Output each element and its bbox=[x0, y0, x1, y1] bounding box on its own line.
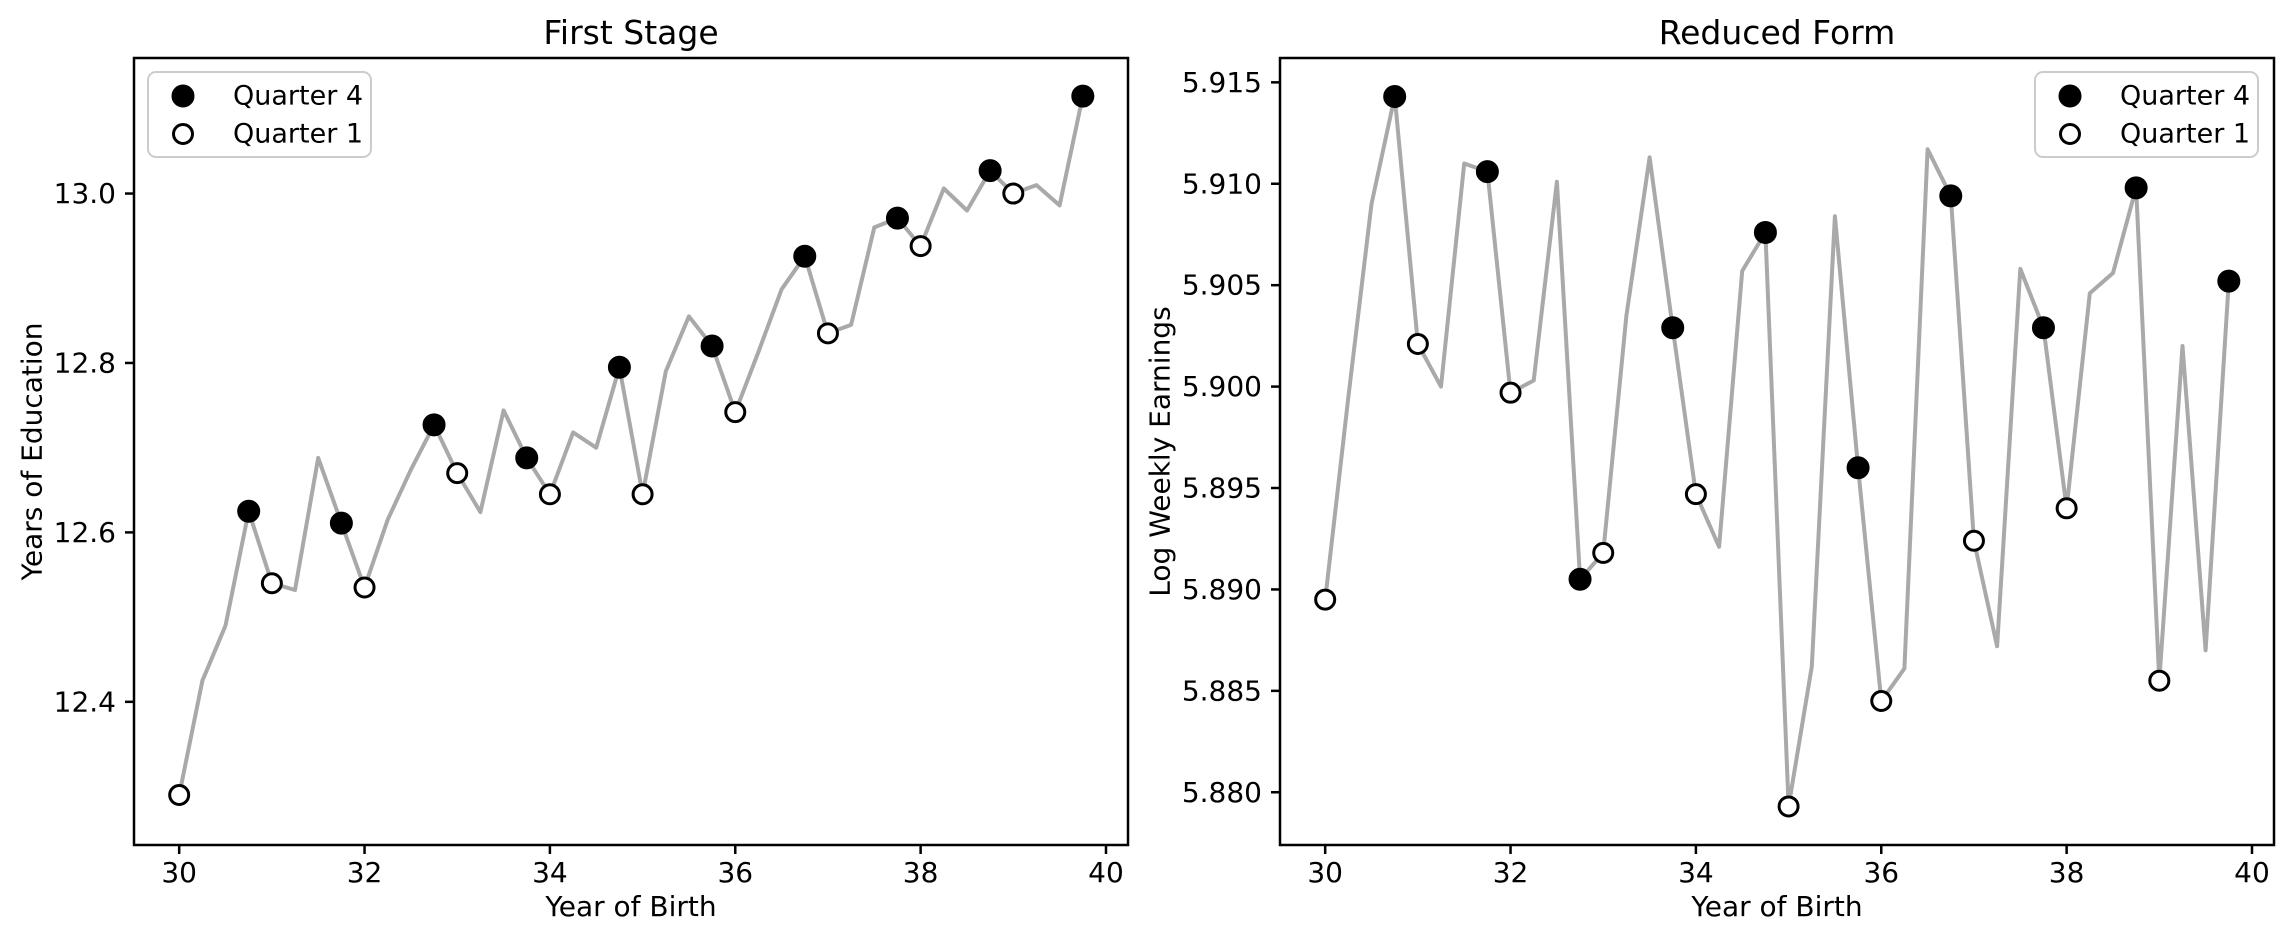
q4-marker bbox=[1939, 184, 1963, 208]
q4-marker bbox=[329, 511, 353, 535]
q4-marker bbox=[1753, 220, 1777, 244]
q4-marker bbox=[1661, 316, 1685, 340]
legend-label: Quarter 1 bbox=[233, 119, 363, 150]
q1-marker bbox=[260, 572, 283, 595]
q1-marker bbox=[1592, 541, 1615, 564]
y-axis-label: Years of Education bbox=[16, 322, 49, 581]
y-tick-label: 12.6 bbox=[54, 516, 116, 549]
quarterly-series-line bbox=[1323, 94, 2231, 809]
q1-marker bbox=[446, 462, 469, 485]
q1-marker bbox=[1684, 483, 1707, 506]
q1-marker bbox=[2148, 669, 2171, 692]
q4-marker bbox=[978, 159, 1002, 183]
legend-label: Quarter 4 bbox=[2120, 81, 2250, 112]
legend-q1-marker-icon bbox=[2059, 123, 2081, 145]
q4-marker bbox=[422, 413, 446, 437]
q4-marker bbox=[2124, 176, 2148, 200]
legend-q1-marker-icon bbox=[172, 123, 194, 145]
y-tick-label: 5.880 bbox=[1182, 776, 1262, 809]
x-tick-label: 38 bbox=[2049, 856, 2085, 889]
q1-marker bbox=[1870, 689, 1893, 712]
y-tick-label: 5.890 bbox=[1182, 573, 1262, 606]
q1-marker bbox=[1499, 381, 1522, 404]
axes-frame bbox=[132, 56, 1130, 847]
q4-marker bbox=[700, 334, 724, 358]
q4-marker bbox=[1846, 456, 1870, 480]
x-tick-label: 34 bbox=[532, 856, 568, 889]
legend-box bbox=[2034, 71, 2259, 158]
legend-q4-marker-icon bbox=[171, 84, 195, 108]
y-axis-label: Log Weekly Earnings bbox=[1144, 306, 1177, 596]
x-tick-label: 32 bbox=[347, 856, 383, 889]
x-axis-label: Year of Birth bbox=[544, 890, 716, 923]
q4-marker bbox=[793, 244, 817, 268]
q4-marker bbox=[885, 206, 909, 230]
y-tick-label: 12.4 bbox=[54, 685, 116, 718]
x-tick-label: 40 bbox=[1088, 856, 1124, 889]
y-tick-label: 12.8 bbox=[54, 346, 116, 379]
y-tick-label: 5.900 bbox=[1182, 370, 1262, 403]
q1-marker bbox=[1406, 332, 1429, 355]
q1-marker bbox=[1314, 588, 1337, 611]
q4-marker bbox=[2217, 269, 2241, 293]
legend-box bbox=[147, 71, 372, 158]
y-tick-label: 13.0 bbox=[54, 177, 116, 210]
q1-marker bbox=[353, 576, 376, 599]
y-tick-label: 5.910 bbox=[1182, 167, 1262, 200]
q4-marker bbox=[1383, 85, 1407, 109]
legend-label: Quarter 1 bbox=[2120, 119, 2250, 150]
y-tick-label: 5.915 bbox=[1182, 66, 1262, 99]
q1-marker bbox=[1962, 529, 1985, 552]
q1-marker bbox=[909, 235, 932, 258]
q1-marker bbox=[631, 483, 654, 506]
q1-marker bbox=[2055, 497, 2078, 520]
q1-marker bbox=[1777, 795, 1800, 818]
x-tick-label: 38 bbox=[903, 856, 939, 889]
x-tick-label: 30 bbox=[1307, 856, 1343, 889]
q1-marker bbox=[724, 401, 747, 424]
q1-marker bbox=[816, 322, 839, 345]
x-axis-label: Year of Birth bbox=[1690, 890, 1862, 923]
x-tick-label: 36 bbox=[717, 856, 753, 889]
q4-marker bbox=[237, 499, 261, 523]
legend-q4-marker-icon bbox=[2058, 84, 2082, 108]
q1-marker bbox=[1002, 182, 1025, 205]
axes-frame bbox=[1278, 56, 2276, 847]
q4-marker bbox=[1071, 84, 1095, 108]
panel-title: First Stage bbox=[543, 13, 718, 52]
quarterly-series-line bbox=[177, 94, 1085, 797]
x-tick-label: 36 bbox=[1863, 856, 1899, 889]
x-tick-label: 34 bbox=[1678, 856, 1714, 889]
q4-marker bbox=[515, 446, 539, 470]
q4-marker bbox=[2031, 316, 2055, 340]
legend-label: Quarter 4 bbox=[233, 81, 363, 112]
y-tick-label: 5.895 bbox=[1182, 472, 1262, 505]
x-tick-label: 30 bbox=[161, 856, 197, 889]
q4-marker bbox=[607, 355, 631, 379]
q1-marker bbox=[538, 483, 561, 506]
y-tick-label: 5.885 bbox=[1182, 674, 1262, 707]
q4-marker bbox=[1475, 160, 1499, 184]
x-tick-label: 40 bbox=[2234, 856, 2270, 889]
q1-marker bbox=[168, 784, 191, 807]
panel-title: Reduced Form bbox=[1659, 13, 1896, 52]
x-tick-label: 32 bbox=[1493, 856, 1529, 889]
y-tick-label: 5.905 bbox=[1182, 269, 1262, 302]
q4-marker bbox=[1568, 567, 1592, 591]
